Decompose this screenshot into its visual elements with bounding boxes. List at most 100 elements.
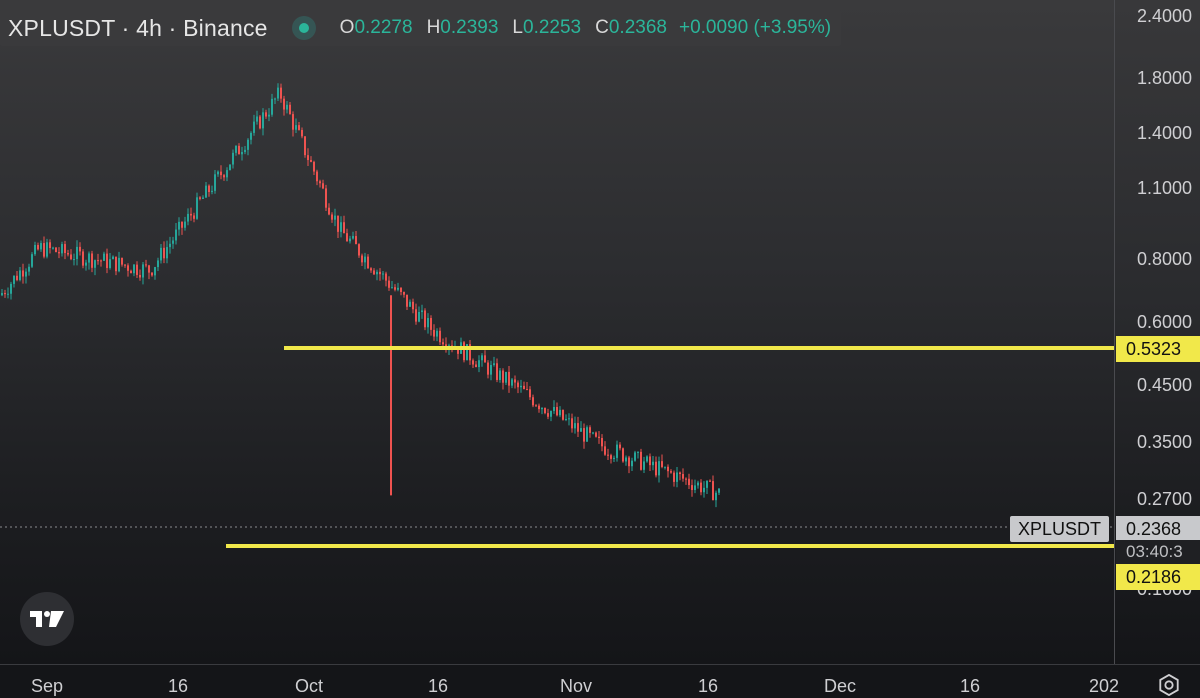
candle-body xyxy=(643,461,645,470)
candle-body xyxy=(124,264,126,266)
candle-body xyxy=(718,488,720,493)
tradingview-logo-icon[interactable] xyxy=(20,592,74,646)
price-tick: 1.4000 xyxy=(1136,123,1192,143)
candle-body xyxy=(403,292,405,295)
plot-area[interactable] xyxy=(0,0,1114,664)
candle-body xyxy=(55,247,57,253)
candle-body xyxy=(244,149,246,153)
candle-body xyxy=(37,244,39,250)
price-tick: 1.8000 xyxy=(1136,68,1192,88)
candle-body xyxy=(700,482,702,493)
candle-body xyxy=(1,293,3,296)
candle-body xyxy=(574,423,576,429)
candle-body xyxy=(697,482,699,486)
bar-countdown: 03:40:3 xyxy=(1116,540,1200,564)
candle-body xyxy=(220,171,222,176)
candle-body xyxy=(250,132,252,140)
candle-body xyxy=(529,389,531,398)
gear-icon[interactable] xyxy=(1158,674,1180,696)
candle-body xyxy=(556,407,558,416)
price-tick: 0.4500 xyxy=(1136,375,1192,395)
candle-body xyxy=(676,472,678,482)
time-tick: 16 xyxy=(167,676,189,696)
candle-body xyxy=(52,247,54,249)
candle-body xyxy=(457,346,459,354)
candle-body xyxy=(277,87,279,99)
support-price-badge[interactable]: 0.2186 xyxy=(1116,564,1200,590)
candle-body xyxy=(58,252,60,254)
candle-body xyxy=(418,311,420,322)
candle-body xyxy=(694,485,696,490)
candle-body xyxy=(496,363,498,380)
candle-body xyxy=(685,478,687,480)
candle-body xyxy=(484,355,486,363)
candle-body xyxy=(136,264,138,275)
candle-body xyxy=(253,121,255,133)
candle-body xyxy=(355,236,357,245)
candle-body xyxy=(157,260,159,268)
candle-body xyxy=(367,256,369,269)
change-value: +0.0090 (+3.95%) xyxy=(678,17,832,38)
candle-body xyxy=(295,125,297,130)
candle-body xyxy=(4,293,6,295)
candle-body xyxy=(712,481,714,501)
candle-body xyxy=(67,253,69,255)
candle-body xyxy=(340,222,342,232)
candle-body xyxy=(325,188,327,208)
candle-body xyxy=(301,129,303,137)
candle-body xyxy=(598,436,600,438)
time-axis[interactable] xyxy=(0,664,1200,698)
candle-body xyxy=(199,197,201,199)
resistance-price-badge[interactable]: 0.5323 xyxy=(1116,336,1200,362)
candle-body xyxy=(541,407,543,410)
candle-body xyxy=(166,247,168,259)
candle-body xyxy=(709,480,711,482)
candle-body xyxy=(289,104,291,115)
price-tick: 2.4000 xyxy=(1136,6,1192,26)
candle-body xyxy=(16,275,18,281)
candle-body xyxy=(463,342,465,361)
candle-body xyxy=(181,221,183,228)
candle-body xyxy=(238,145,240,155)
candle-body xyxy=(43,243,45,257)
candle-body xyxy=(214,174,216,191)
price-tick: 0.8000 xyxy=(1136,249,1192,269)
candle-body xyxy=(28,266,30,272)
candle-body xyxy=(706,480,708,488)
market-status-icon[interactable] xyxy=(291,16,316,40)
candle-body xyxy=(547,413,549,417)
candle-body xyxy=(22,270,24,277)
candle-body xyxy=(382,273,384,275)
price-tick: 0.3500 xyxy=(1136,432,1192,452)
candle-body xyxy=(25,271,27,277)
close-value: 0.2368 xyxy=(608,17,667,38)
candle-body xyxy=(46,242,48,257)
candle-body xyxy=(490,364,492,375)
candle-body xyxy=(586,427,588,442)
candle-body xyxy=(655,461,657,476)
candle-body xyxy=(319,181,321,184)
candle-body xyxy=(526,389,528,391)
candle-body xyxy=(613,457,615,459)
candle-body xyxy=(133,264,135,274)
candle-body xyxy=(160,247,162,261)
candle-body xyxy=(193,215,195,219)
candle-body xyxy=(376,271,378,275)
candle-body xyxy=(328,207,330,215)
candle-body xyxy=(283,98,285,110)
candle-body xyxy=(436,330,438,337)
candle-body xyxy=(433,329,435,337)
candle-body xyxy=(79,246,81,252)
symbol-title[interactable]: XPLUSDT · 4h · Binance xyxy=(8,14,268,41)
candle-body xyxy=(397,287,399,290)
candle-body xyxy=(430,318,432,330)
candle-body xyxy=(280,87,282,99)
time-tick: Oct xyxy=(294,676,324,696)
candle-body xyxy=(232,152,234,165)
candle-body xyxy=(10,283,12,294)
candlestick-chart[interactable] xyxy=(0,0,1114,664)
candle-body xyxy=(442,342,444,345)
price-tick: 0.2700 xyxy=(1136,489,1192,509)
price-tick: 0.6000 xyxy=(1136,312,1192,332)
candle-body xyxy=(169,243,171,248)
